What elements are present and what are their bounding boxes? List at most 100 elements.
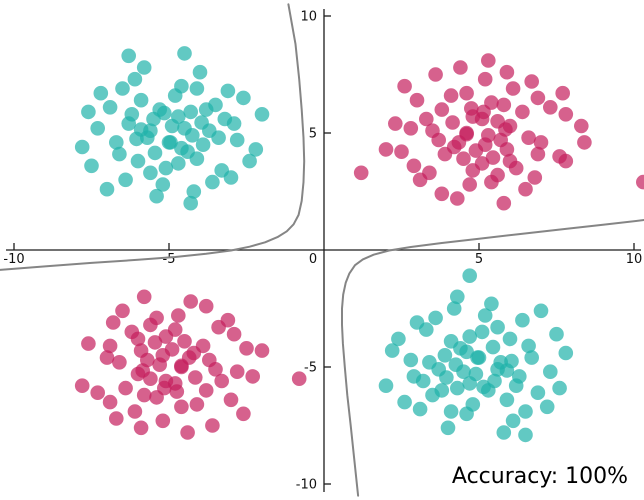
data-point bbox=[422, 355, 437, 370]
data-point bbox=[462, 329, 478, 344]
data-point bbox=[448, 357, 464, 373]
data-point bbox=[220, 83, 236, 99]
data-point bbox=[464, 101, 479, 116]
data-point bbox=[558, 153, 574, 169]
data-point bbox=[459, 344, 474, 360]
data-point bbox=[521, 130, 536, 145]
y-tick-label: 10 bbox=[300, 10, 317, 25]
data-point bbox=[524, 74, 539, 89]
data-point bbox=[181, 350, 197, 365]
data-point bbox=[558, 107, 574, 122]
data-point bbox=[217, 111, 233, 127]
data-point bbox=[157, 105, 172, 121]
data-point bbox=[223, 392, 239, 408]
x-tick-label: 5 bbox=[475, 252, 483, 267]
data-point bbox=[353, 165, 369, 181]
data-point bbox=[462, 376, 478, 391]
data-point bbox=[397, 78, 412, 94]
data-point bbox=[149, 188, 164, 204]
data-point bbox=[183, 294, 198, 309]
data-point bbox=[189, 81, 205, 96]
data-point bbox=[167, 322, 183, 337]
data-point bbox=[533, 135, 549, 150]
data-point bbox=[171, 109, 186, 124]
data-point bbox=[453, 60, 468, 75]
data-point bbox=[490, 167, 505, 183]
data-point bbox=[450, 191, 465, 206]
data-point bbox=[188, 370, 203, 385]
scatter-points bbox=[74, 46, 644, 443]
data-point bbox=[485, 150, 501, 165]
decision-boundary-branch bbox=[0, 3, 306, 271]
data-point bbox=[477, 308, 493, 323]
data-point bbox=[388, 116, 403, 131]
data-point bbox=[403, 352, 419, 368]
data-point bbox=[129, 131, 144, 147]
data-point bbox=[169, 384, 185, 399]
data-point bbox=[437, 348, 453, 363]
data-point bbox=[419, 111, 434, 127]
data-point bbox=[90, 385, 105, 401]
data-point bbox=[515, 104, 530, 120]
data-point bbox=[229, 364, 245, 380]
data-point bbox=[527, 170, 543, 185]
data-point bbox=[378, 378, 394, 394]
data-point bbox=[226, 326, 242, 342]
data-point bbox=[574, 118, 589, 134]
data-point bbox=[439, 370, 454, 385]
data-point bbox=[498, 122, 513, 137]
data-point bbox=[524, 350, 539, 365]
data-point bbox=[99, 181, 115, 197]
data-point bbox=[459, 85, 474, 101]
data-point bbox=[163, 135, 178, 150]
data-point bbox=[451, 135, 467, 150]
data-point bbox=[412, 401, 428, 417]
data-point bbox=[468, 143, 484, 158]
data-point bbox=[102, 100, 118, 115]
data-point bbox=[543, 364, 558, 380]
data-point bbox=[133, 92, 149, 108]
x-tick-label: 0 bbox=[309, 252, 317, 267]
data-point bbox=[74, 378, 90, 394]
data-point bbox=[109, 135, 124, 150]
data-point bbox=[397, 394, 412, 410]
data-point bbox=[171, 156, 186, 171]
x-tick-label: 10 bbox=[626, 252, 643, 267]
data-point bbox=[428, 67, 443, 82]
data-point bbox=[183, 104, 198, 120]
data-point bbox=[445, 115, 460, 130]
decision-boundary-branch bbox=[341, 219, 644, 497]
data-point bbox=[121, 48, 136, 64]
data-point bbox=[465, 163, 481, 178]
data-point bbox=[496, 97, 512, 113]
data-point bbox=[214, 373, 229, 389]
data-point bbox=[133, 420, 149, 436]
data-point bbox=[518, 181, 533, 197]
data-point bbox=[543, 100, 558, 115]
data-point bbox=[291, 371, 307, 387]
data-point bbox=[530, 90, 546, 106]
data-point bbox=[378, 142, 394, 157]
x-tick-label: -10 bbox=[3, 252, 24, 267]
data-point bbox=[456, 151, 471, 166]
data-point bbox=[127, 71, 143, 87]
data-point bbox=[518, 404, 533, 419]
data-point bbox=[512, 369, 527, 384]
data-point bbox=[558, 345, 574, 361]
data-point bbox=[177, 46, 192, 61]
y-tick-label: -5 bbox=[304, 361, 317, 376]
data-point bbox=[195, 137, 211, 152]
data-point bbox=[391, 331, 406, 347]
data-point bbox=[147, 335, 163, 350]
decision-boundary bbox=[0, 3, 644, 497]
data-point bbox=[440, 420, 456, 436]
data-point bbox=[481, 53, 496, 68]
data-point bbox=[462, 177, 478, 192]
data-point bbox=[223, 170, 239, 185]
data-point bbox=[174, 140, 189, 156]
data-point bbox=[198, 383, 214, 398]
data-point bbox=[143, 165, 158, 181]
data-point bbox=[102, 338, 118, 354]
data-point bbox=[476, 379, 491, 395]
